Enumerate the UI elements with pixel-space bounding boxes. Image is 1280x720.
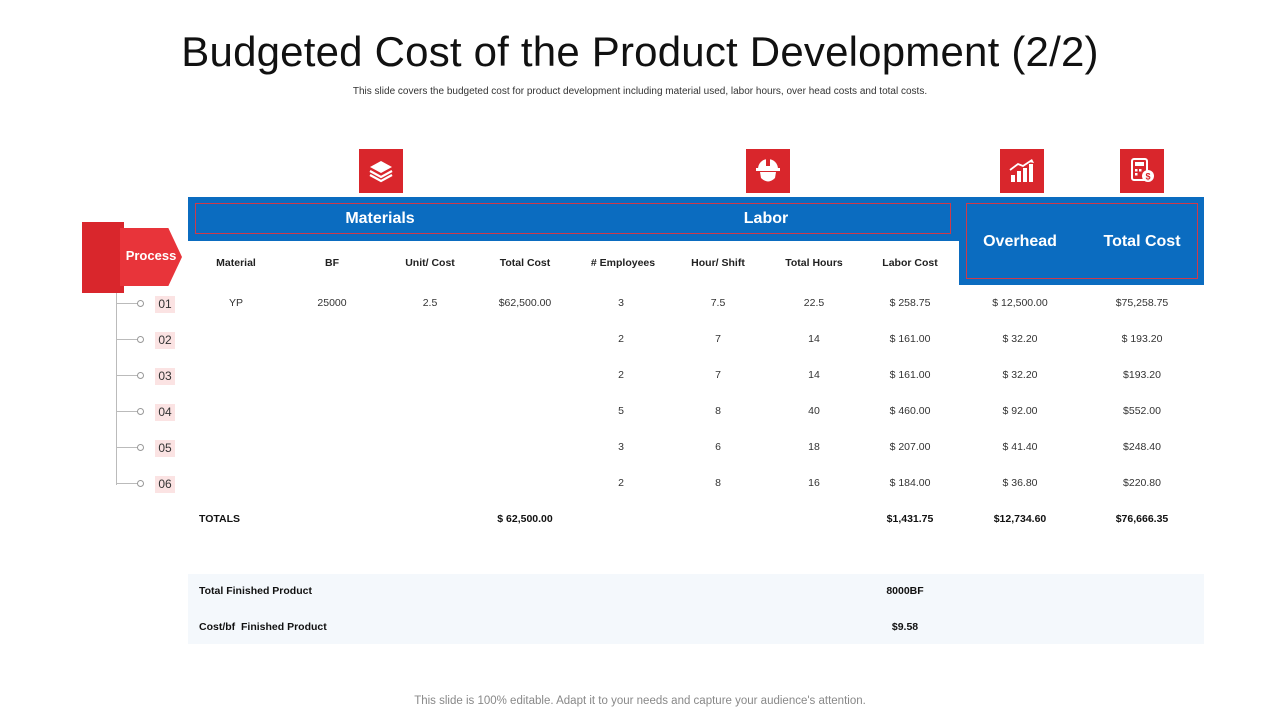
process-branch	[116, 303, 138, 304]
col-bf: BF	[325, 256, 339, 269]
process-branch	[116, 375, 138, 376]
cell-labor-cost: $ 184.00	[889, 477, 931, 489]
process-node	[137, 336, 144, 343]
cell-employees: 2	[618, 333, 624, 345]
process-label: Process	[125, 248, 177, 263]
cell-bf: 25000	[317, 297, 347, 309]
slide-title: Budgeted Cost of the Product Development…	[181, 28, 1099, 75]
cell-overhead: $ 32.20	[1002, 369, 1038, 381]
col-total-cost: Total Cost	[499, 256, 551, 269]
cell-overhead: $ 32.20	[1002, 333, 1038, 345]
totals-labor-cost: $1,431.75	[886, 513, 934, 525]
process-node	[137, 480, 144, 487]
cell-employees: 5	[618, 405, 624, 417]
svg-text:$: $	[1145, 172, 1150, 182]
cell-total: $220.80	[1123, 477, 1161, 489]
cell-total-hours: 22.5	[803, 297, 825, 309]
cell-unit-cost: 2.5	[422, 297, 438, 309]
cell-hour-shift: 8	[715, 405, 721, 417]
header-total-cost: Total Cost	[1103, 233, 1181, 250]
finished-product-band	[188, 574, 1204, 644]
chart-growth-icon	[1000, 149, 1044, 193]
cell-labor-cost: $ 161.00	[889, 369, 931, 381]
col-hour-shift: Hour/ Shift	[691, 256, 745, 269]
process-tree-line	[116, 293, 117, 485]
cell-material: YP	[228, 297, 243, 309]
col-material: Material	[216, 256, 256, 269]
cell-total-hours: 14	[808, 369, 820, 381]
process-node	[137, 300, 144, 307]
cell-total-hours: 14	[808, 333, 820, 345]
process-step-badge: 01	[155, 296, 175, 313]
cell-employees: 3	[618, 297, 624, 309]
cell-labor-cost: $ 460.00	[889, 405, 931, 417]
cell-overhead: $ 41.40	[1002, 441, 1038, 453]
process-node	[137, 408, 144, 415]
totals-overhead: $12,734.60	[993, 513, 1047, 525]
total-finished-value: 8000BF	[886, 585, 924, 597]
cell-overhead: $ 36.80	[1002, 477, 1038, 489]
cell-labor-cost: $ 161.00	[889, 333, 931, 345]
footer-note: This slide is 100% editable. Adapt it to…	[414, 695, 866, 707]
cell-labor-cost: $ 258.75	[889, 297, 931, 309]
table-header-right-band	[959, 197, 1204, 285]
cell-hour-shift: 7	[715, 369, 721, 381]
cell-total-hours: 16	[808, 477, 820, 489]
col-labor-cost: Labor Cost	[882, 256, 938, 269]
col-total-hours: Total Hours	[785, 256, 843, 269]
cell-total: $248.40	[1123, 441, 1161, 453]
cell-employees: 3	[618, 441, 624, 453]
totals-label: TOTALS	[199, 513, 241, 525]
process-step-badge: 04	[155, 404, 175, 421]
process-node	[137, 372, 144, 379]
cell-overhead: $ 12,500.00	[992, 297, 1048, 309]
cost-bf-label: Cost/bf Finished Product	[199, 621, 327, 633]
cell-overhead: $ 92.00	[1002, 405, 1038, 417]
process-branch	[116, 447, 138, 448]
header-outline-right	[966, 203, 1198, 279]
cell-hour-shift: 8	[715, 477, 721, 489]
header-labor: Labor	[743, 210, 789, 227]
process-step-badge: 05	[155, 440, 175, 457]
process-step-badge: 06	[155, 476, 175, 493]
total-finished-label: Total Finished Product	[199, 585, 312, 597]
header-materials: Materials	[345, 210, 415, 227]
cell-total: $193.20	[1123, 369, 1161, 381]
totals-total-cost: $ 62,500.00	[497, 513, 553, 525]
cell-total-cost: $62,500.00	[498, 297, 552, 309]
process-branch	[116, 411, 138, 412]
process-arrow	[120, 228, 182, 286]
cell-hour-shift: 7	[715, 333, 721, 345]
totals-total: $76,666.35	[1115, 513, 1169, 525]
cell-total-hours: 18	[808, 441, 820, 453]
process-step-badge: 03	[155, 368, 175, 385]
col-unit-cost: Unit/ Cost	[405, 256, 455, 269]
process-branch	[116, 483, 138, 484]
cell-employees: 2	[618, 477, 624, 489]
calculator-dollar-icon: $	[1120, 149, 1164, 193]
cell-hour-shift: 6	[715, 441, 721, 453]
process-tab	[82, 222, 124, 293]
slide-subtitle: This slide covers the budgeted cost for …	[352, 86, 928, 97]
layers-icon	[359, 149, 403, 193]
hardhat-icon	[746, 149, 790, 193]
process-node	[137, 444, 144, 451]
cell-total: $552.00	[1123, 405, 1161, 417]
cell-total: $75,258.75	[1115, 297, 1169, 309]
cost-bf-value: $9.58	[891, 621, 919, 633]
header-outline-left	[195, 203, 951, 234]
process-step-badge: 02	[155, 332, 175, 349]
process-branch	[116, 339, 138, 340]
cell-hour-shift: 7.5	[710, 297, 726, 309]
cell-employees: 2	[618, 369, 624, 381]
header-overhead: Overhead	[983, 233, 1057, 250]
col-employees: # Employees	[590, 256, 656, 269]
cell-total: $ 193.20	[1121, 333, 1163, 345]
cell-labor-cost: $ 207.00	[889, 441, 931, 453]
cell-total-hours: 40	[808, 405, 820, 417]
